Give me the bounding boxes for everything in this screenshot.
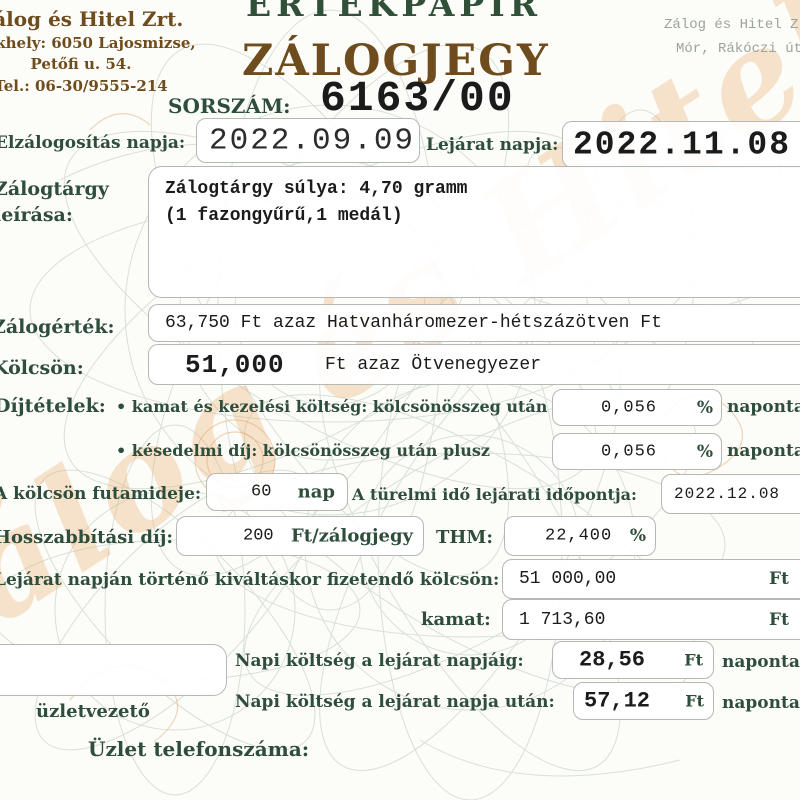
interest-unit: Ft — [769, 609, 789, 630]
document-name-title: ZÁLOGJEGY — [242, 36, 550, 86]
fee-row2-value: 0,056 — [600, 442, 658, 461]
grace-box: 2022.12.08 — [661, 474, 800, 514]
grace-value: 2022.12.08 — [674, 485, 781, 503]
daily-until-suffix: naponta — [722, 652, 800, 672]
daily-after-suffix: naponta — [722, 693, 800, 713]
daily-until-unit: Ft — [684, 650, 703, 670]
fee-row1-suffix: naponta — [727, 397, 800, 417]
thm-value: 22,400 — [545, 526, 613, 546]
daily-until-label: Napi költség a lejárat napjáig: — [235, 651, 524, 671]
fee-row2-box: 0,056 % — [552, 433, 722, 470]
company-phone: Tel.: 06-30/9555-214 — [0, 77, 168, 95]
daily-after-value: 57,12 — [584, 688, 651, 714]
thm-label: THM: — [436, 527, 493, 548]
collateral-description-box: Zálogtárgy súlya: 4,70 gramm (1 fazongyű… — [148, 166, 800, 298]
collateral-label-line2: leírása: — [0, 204, 73, 226]
fee-row1-text: • kamat és kezelési költség: kölcsönössz… — [116, 397, 548, 416]
collateral-desc-line2: (1 fazongyűrű,1 medál) — [165, 206, 403, 226]
serial-value: 6163/00 — [320, 74, 515, 123]
extension-box: 200 Ft/zálogjegy — [176, 516, 424, 556]
company-address-line2: Petőfi u. 54. — [30, 55, 132, 73]
fee-row2-text: • késedelmi díj: kölcsönösszeg után plus… — [116, 441, 490, 460]
manager-label: üzletvezető — [36, 701, 150, 722]
document-type-title: ÉRTÉKPAPÍR — [246, 0, 543, 24]
branch-block: Zálog és Hitel Z Mór, Rákóczi út — [664, 13, 800, 61]
redemption-unit: Ft — [769, 569, 789, 589]
company-address-line1: Székhely: 6050 Lajosmizse, — [0, 34, 196, 52]
daily-until-value: 28,56 — [579, 647, 646, 673]
extension-label: Hosszabbítási díj: — [0, 527, 173, 548]
term-value: 60 — [251, 482, 272, 502]
term-label: A kölcsön futamideje: — [0, 484, 202, 504]
term-unit: nap — [297, 481, 335, 503]
fee-row1-unit: % — [696, 397, 713, 418]
thm-box: 22,400 % — [504, 516, 656, 556]
extension-value: 200 — [243, 526, 274, 546]
fee-row1-value: 0,056 — [600, 398, 658, 417]
daily-until-box: 28,56 Ft — [552, 641, 714, 679]
redemption-value: 51 000,00 — [519, 569, 617, 589]
daily-after-box: 57,12 Ft — [573, 682, 714, 720]
expiry-date-label: Lejárat napja: — [426, 135, 559, 155]
daily-after-label: Napi költség a lejárat napja után: — [235, 692, 555, 712]
interest-value: 1 713,60 — [519, 609, 606, 630]
loan-amount-words: Ft azaz Ötvenegyezer — [325, 354, 542, 375]
thm-unit: % — [629, 526, 646, 546]
grace-label: A türelmi idő lejárati időpontja: — [352, 485, 637, 504]
loan-box: 51,000 Ft azaz Ötvenegyezer — [148, 344, 800, 385]
fee-row2-suffix: naponta — [727, 441, 800, 461]
redemption-label: Lejárat napján történő kiváltáskor fizet… — [0, 570, 500, 590]
loan-label: Kölcsön: — [0, 357, 84, 379]
branch-line2: Mór, Rákóczi út — [676, 41, 800, 57]
branch-line1: Zálog és Hitel Z — [664, 17, 799, 33]
redemption-box: 51 000,00 Ft — [502, 559, 800, 599]
fee-row1-box: 0,056 % — [552, 389, 722, 426]
collateral-label-line1: Zálogtárgy — [0, 178, 109, 200]
company-name: Zálog és Hitel Zrt. — [0, 7, 184, 31]
pledge-value-text: 63,750 Ft azaz Hatvanháromezer-hétszázöt… — [165, 313, 662, 333]
interest-label: kamat: — [421, 609, 491, 630]
collateral-label: Zálogtárgy leírása: — [0, 176, 109, 228]
fee-row2-unit: % — [696, 441, 713, 462]
collateral-desc-line1: Zálogtárgy súlya: 4,70 gramm — [165, 179, 468, 199]
serial-label: SORSZÁM: — [168, 94, 291, 118]
extension-unit: Ft/zálogjegy — [291, 525, 413, 547]
pledge-value-label: Zálogérték: — [0, 316, 115, 338]
shop-phone-label: Üzlet telefonszáma: — [88, 737, 310, 761]
expiry-date-value: 2022.11.08 — [573, 126, 792, 163]
interest-box: 1 713,60 Ft — [502, 599, 800, 640]
daily-after-unit: Ft — [685, 691, 704, 711]
pledge-date-box: 2022.09.09 — [196, 118, 420, 163]
pledge-value-box: 63,750 Ft azaz Hatvanháromezer-hétszázöt… — [148, 304, 800, 342]
fees-label: Díjtételek: — [0, 395, 106, 417]
expiry-date-box: 2022.11.08 — [562, 121, 800, 168]
term-box: 60 nap — [206, 473, 348, 511]
loan-amount: 51,000 — [185, 349, 285, 380]
pledge-date-value: 2022.09.09 — [209, 123, 416, 158]
company-block: Zálog és Hitel Zrt. Székhely: 6050 Lajos… — [0, 5, 204, 98]
manager-signature-box — [0, 644, 227, 696]
pledge-date-label: Elzálogosítás napja: — [0, 133, 186, 153]
